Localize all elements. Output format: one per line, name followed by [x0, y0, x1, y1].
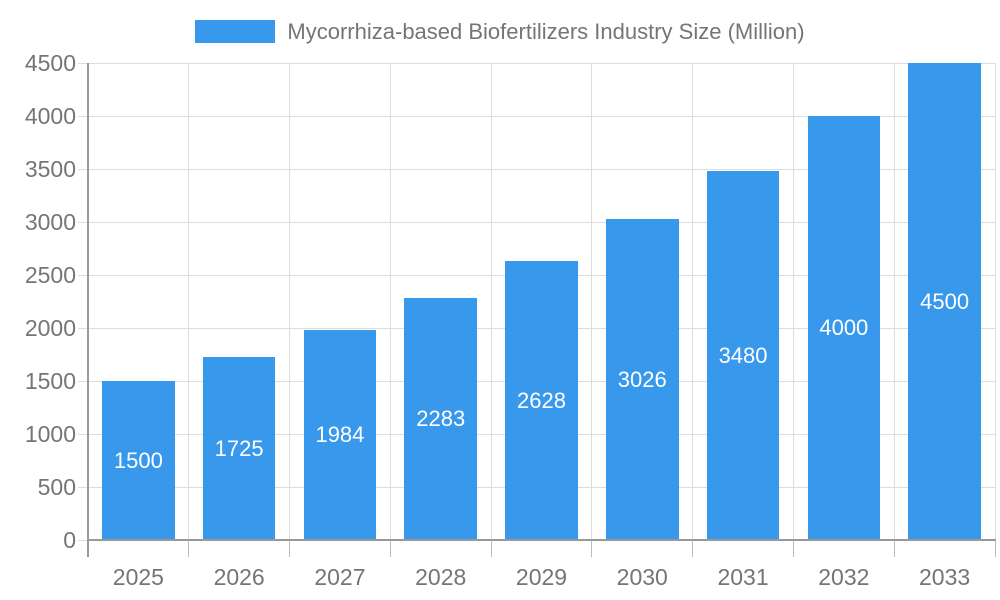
y-axis-tick-label: 3500	[24, 156, 76, 182]
x-axis-tick	[490, 540, 492, 557]
x-axis-tick	[994, 540, 996, 557]
y-axis-tick-label: 4000	[24, 103, 76, 129]
y-axis-tick-label: 1500	[24, 368, 76, 394]
v-gridline	[893, 63, 895, 540]
bar-value-label: 3480	[718, 342, 768, 368]
bar-value-label: 1725	[214, 435, 264, 461]
x-axis-tick-label: 2031	[717, 564, 769, 590]
v-gridline	[994, 63, 996, 540]
h-gridline	[88, 62, 995, 64]
bar-value-label: 1500	[113, 447, 163, 473]
v-gridline	[792, 63, 794, 540]
bar-value-label: 2628	[517, 387, 566, 413]
bar: 4000	[807, 116, 881, 540]
y-axis-tick	[78, 274, 88, 276]
bar: 1984	[303, 329, 377, 540]
bar-value-label: 3026	[617, 366, 667, 392]
x-axis-tick	[591, 540, 593, 557]
bar: 4500	[908, 63, 981, 540]
x-axis-tick	[692, 540, 694, 557]
x-axis-tick	[188, 540, 190, 557]
bar: 2628	[505, 261, 578, 540]
v-gridline	[188, 63, 190, 540]
y-axis-line	[87, 63, 89, 557]
y-axis-tick	[78, 168, 88, 170]
y-axis-tick-label: 500	[37, 474, 76, 500]
y-axis-tick	[78, 221, 88, 223]
bar-value-label: 4500	[920, 288, 970, 314]
y-axis-tick-label: 0	[63, 527, 76, 553]
h-gridline	[88, 168, 995, 170]
x-axis-tick	[389, 540, 391, 557]
x-axis-tick	[289, 540, 291, 557]
bar-value-label: 4000	[819, 315, 869, 340]
bar: 3026	[606, 219, 679, 540]
x-axis-tick-label: 2032	[818, 564, 870, 590]
v-gridline	[591, 63, 593, 540]
h-gridline	[88, 115, 995, 117]
x-axis-tick-label: 2025	[112, 564, 164, 590]
x-axis-tick-label: 2028	[415, 564, 467, 590]
x-axis-tick-label: 2029	[515, 564, 568, 590]
y-axis-tick	[78, 486, 88, 488]
y-axis-tick	[78, 539, 88, 541]
bar: 3480	[706, 171, 780, 540]
bar: 1725	[202, 357, 276, 540]
v-gridline	[389, 63, 391, 540]
y-axis-tick	[78, 62, 88, 64]
y-axis-tick-label: 3000	[24, 209, 76, 235]
x-axis-tick-label: 2033	[919, 564, 971, 590]
x-axis-tick-label: 2026	[213, 564, 265, 590]
legend-swatch	[195, 20, 276, 43]
bar: 1500	[102, 381, 175, 540]
plot-area: 0 500 1000 1500 2000 2500 3000 3500 4000 4500 1500…	[25, 50, 996, 590]
x-axis-tick-label: 2027	[314, 564, 366, 590]
bar-value-label: 2283	[416, 405, 466, 431]
y-axis-tick-label: 2500	[24, 262, 76, 288]
bar: 2283	[404, 298, 477, 540]
y-axis-tick-label: 4500	[24, 50, 76, 76]
y-axis-tick	[78, 327, 88, 329]
y-axis-tick	[78, 380, 88, 382]
y-axis-tick-label: 2000	[24, 315, 76, 341]
v-gridline	[490, 63, 492, 540]
v-gridline	[289, 63, 291, 540]
x-axis-tick-label: 2030	[616, 564, 668, 590]
x-axis-tick	[893, 540, 895, 557]
bar-value-label: 1984	[315, 421, 365, 447]
x-axis-tick	[792, 540, 794, 557]
chart-title: Mycorrhiza-based Biofertilizers Industry…	[287, 19, 805, 44]
v-gridline	[692, 63, 694, 540]
h-gridline	[88, 221, 995, 223]
x-axis-line	[87, 539, 996, 541]
y-axis-tick-label: 1000	[24, 421, 76, 447]
y-axis-tick	[78, 433, 88, 435]
chart-legend: Mycorrhiza-based Biofertilizers Industry…	[0, 17, 1000, 46]
y-axis-tick	[78, 115, 88, 117]
